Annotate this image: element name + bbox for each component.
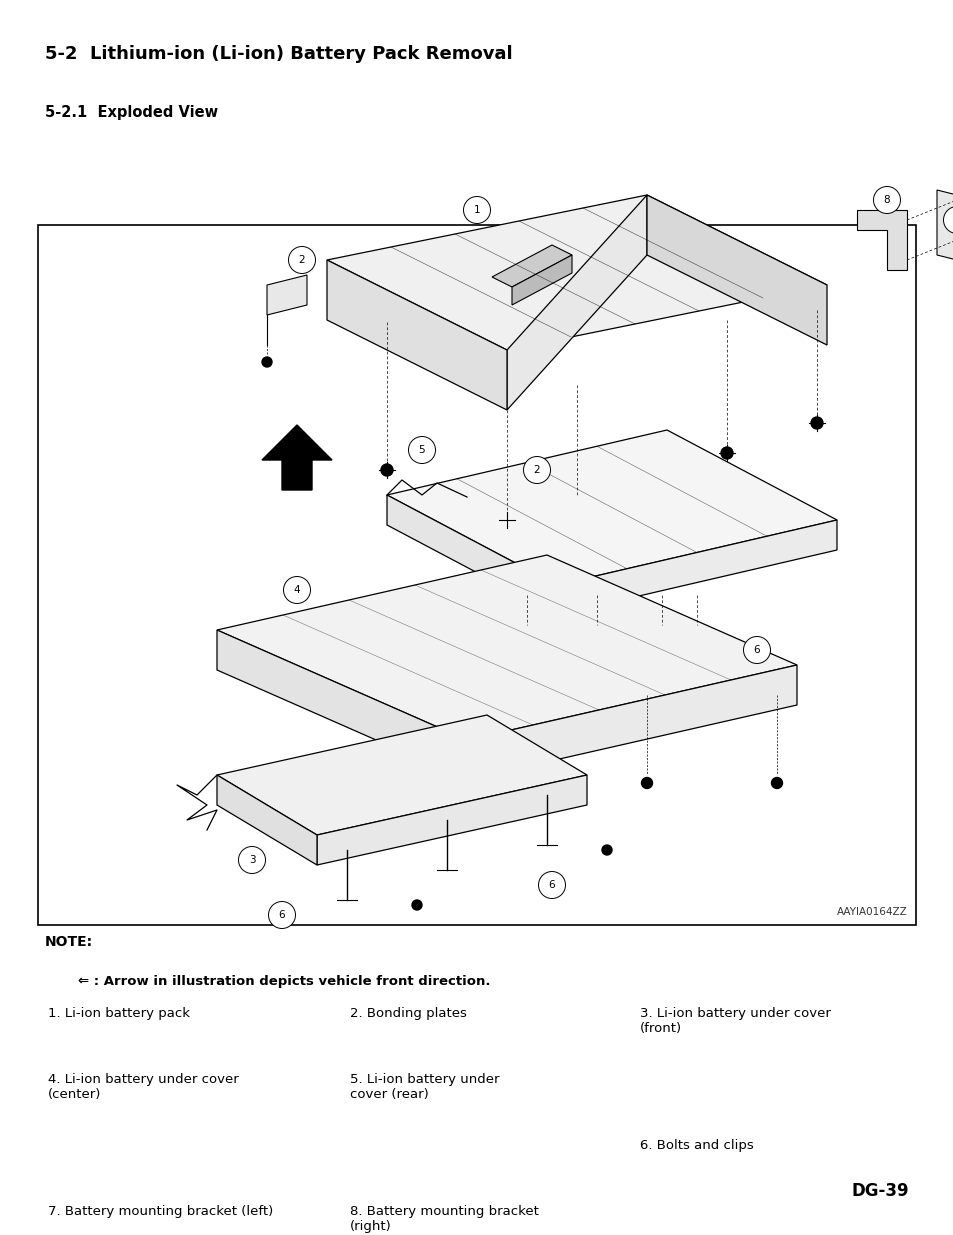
Circle shape [238,846,265,873]
FancyBboxPatch shape [38,225,915,925]
Circle shape [601,845,612,855]
Circle shape [380,464,393,475]
Circle shape [541,881,552,890]
Polygon shape [316,776,586,864]
Polygon shape [327,195,826,350]
Text: 2: 2 [298,254,305,266]
Polygon shape [492,245,572,287]
Polygon shape [216,555,796,740]
Circle shape [523,457,550,483]
Polygon shape [267,275,307,315]
Text: 5. Li-ion battery under
cover (rear): 5. Li-ion battery under cover (rear) [350,1073,499,1100]
Text: 5-2  Lithium-ion (Li-ion) Battery Pack Removal: 5-2 Lithium-ion (Li-ion) Battery Pack Re… [45,44,512,63]
Text: 7. Battery mounting bracket (left): 7. Battery mounting bracket (left) [48,1205,273,1218]
Circle shape [262,357,272,367]
Polygon shape [327,261,506,410]
Text: 3: 3 [249,855,255,864]
Circle shape [771,778,781,788]
Polygon shape [506,195,646,410]
Circle shape [463,196,490,224]
Text: 4. Li-ion battery under cover
(center): 4. Li-ion battery under cover (center) [48,1073,238,1100]
Text: 8: 8 [882,195,889,205]
Text: 1. Li-ion battery pack: 1. Li-ion battery pack [48,1007,190,1020]
Polygon shape [856,210,906,270]
Circle shape [282,905,292,915]
Text: 6. Bolts and clips: 6. Bolts and clips [639,1139,753,1152]
Text: NOTE:: NOTE: [45,935,93,948]
Text: 2: 2 [533,466,539,475]
Polygon shape [387,430,836,585]
Circle shape [412,900,421,910]
Text: 1: 1 [474,205,479,215]
Circle shape [943,206,953,233]
Circle shape [537,872,565,899]
Circle shape [283,577,310,604]
Circle shape [500,514,513,526]
Circle shape [810,417,822,429]
Circle shape [873,186,900,214]
Circle shape [408,436,435,463]
Text: AAYIA0164ZZ: AAYIA0164ZZ [837,906,907,918]
Polygon shape [646,195,826,345]
Circle shape [268,902,295,929]
Polygon shape [467,664,796,781]
Text: 5: 5 [418,445,425,454]
Text: 8. Battery mounting bracket
(right): 8. Battery mounting bracket (right) [350,1205,538,1233]
Polygon shape [216,630,467,781]
Polygon shape [512,254,572,305]
Text: DG-39: DG-39 [850,1182,908,1200]
Text: ⇐ : Arrow in illustration depicts vehicle front direction.: ⇐ : Arrow in illustration depicts vehicl… [78,974,490,988]
Text: 2. Bonding plates: 2. Bonding plates [350,1007,466,1020]
Circle shape [742,636,770,663]
Text: 6: 6 [753,645,760,655]
Polygon shape [936,190,953,270]
Polygon shape [216,776,316,864]
Circle shape [720,447,732,459]
Circle shape [640,778,652,788]
Circle shape [288,247,315,273]
Text: 4: 4 [294,585,300,595]
Polygon shape [216,715,586,835]
Text: 5-2.1  Exploded View: 5-2.1 Exploded View [45,105,218,120]
Polygon shape [387,495,557,615]
Text: 3. Li-ion battery under cover
(front): 3. Li-ion battery under cover (front) [639,1007,830,1035]
Text: 6: 6 [548,881,555,890]
Text: 6: 6 [278,910,285,920]
Polygon shape [557,520,836,615]
Polygon shape [262,425,332,490]
